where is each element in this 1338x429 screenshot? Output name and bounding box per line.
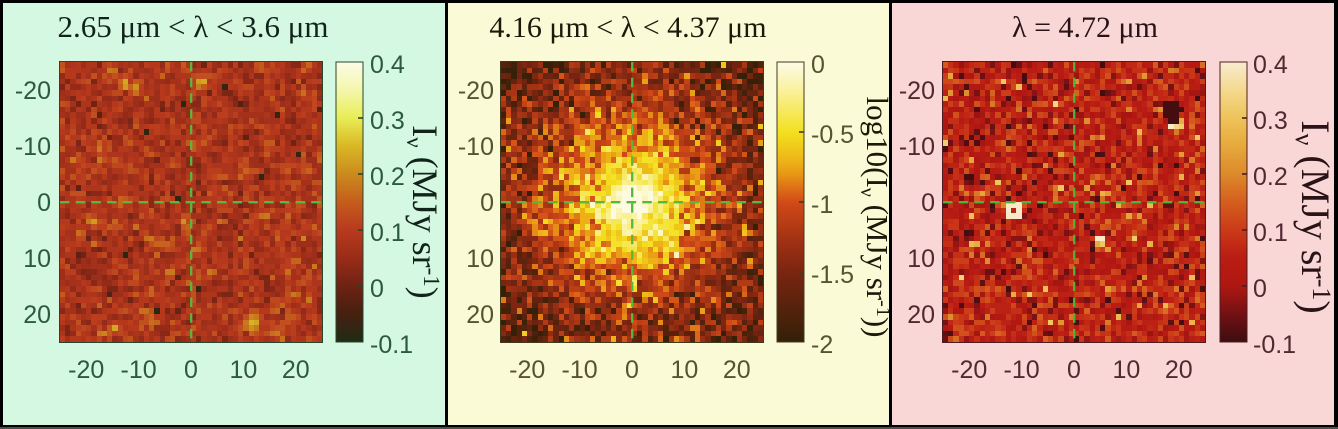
svg-text:10: 10	[23, 245, 51, 273]
svg-text:-1.5: -1.5	[811, 261, 854, 289]
svg-text:Iν (MJy sr-1): Iν (MJy sr-1)	[1290, 120, 1334, 313]
svg-text:0.2: 0.2	[370, 163, 405, 191]
svg-text:0.4: 0.4	[1253, 51, 1288, 79]
svg-text:20: 20	[282, 356, 310, 384]
svg-text:4.16 μm < λ < 4.37 μm: 4.16 μm < λ < 4.37 μm	[489, 11, 766, 44]
svg-text:10: 10	[907, 245, 935, 273]
svg-text:0.3: 0.3	[370, 107, 405, 135]
svg-text:-1: -1	[811, 191, 833, 219]
svg-text:-0.1: -0.1	[1253, 331, 1296, 359]
svg-text:λ = 4.72 μm: λ = 4.72 μm	[1012, 11, 1158, 44]
svg-text:-0.5: -0.5	[811, 121, 854, 149]
svg-text:20: 20	[1165, 356, 1193, 384]
svg-text:0.3: 0.3	[1253, 107, 1288, 135]
svg-text:10: 10	[1112, 356, 1140, 384]
svg-text:20: 20	[723, 356, 751, 384]
svg-text:0: 0	[184, 356, 198, 384]
svg-text:-20: -20	[15, 77, 51, 105]
svg-text:-20: -20	[458, 77, 494, 105]
svg-text:0.2: 0.2	[1253, 163, 1288, 191]
svg-text:-20: -20	[899, 77, 935, 105]
svg-text:Iν (MJy sr-1): Iν (MJy sr-1)	[402, 125, 445, 299]
svg-text:-10: -10	[15, 133, 51, 161]
svg-text:0: 0	[370, 275, 384, 303]
svg-text:-10: -10	[121, 356, 157, 384]
svg-text:20: 20	[23, 301, 51, 329]
svg-text:-20: -20	[509, 356, 545, 384]
svg-text:0: 0	[625, 356, 639, 384]
svg-text:2.65 μm < λ < 3.6 μm: 2.65 μm < λ < 3.6 μm	[58, 9, 329, 44]
svg-text:10: 10	[229, 356, 257, 384]
svg-text:-2: -2	[811, 331, 833, 359]
svg-text:0.1: 0.1	[1253, 219, 1288, 247]
svg-text:0.1: 0.1	[370, 219, 405, 247]
svg-text:-0.1: -0.1	[370, 331, 413, 359]
svg-text:-20: -20	[68, 356, 104, 384]
svg-text:-10: -10	[899, 133, 935, 161]
svg-text:0: 0	[811, 51, 825, 79]
svg-text:-10: -10	[562, 356, 598, 384]
svg-text:0: 0	[480, 189, 494, 217]
svg-text:0: 0	[1253, 275, 1267, 303]
svg-text:-10: -10	[1004, 356, 1040, 384]
svg-text:20: 20	[466, 301, 494, 329]
svg-text:-20: -20	[951, 356, 987, 384]
svg-text:0.4: 0.4	[370, 51, 405, 79]
svg-text:0: 0	[37, 189, 51, 217]
svg-text:0: 0	[921, 189, 935, 217]
svg-text:log10(Iν (MJy sr-1)): log10(Iν (MJy sr-1))	[856, 97, 889, 338]
svg-text:-10: -10	[458, 133, 494, 161]
svg-text:0: 0	[1067, 356, 1081, 384]
svg-text:20: 20	[907, 301, 935, 329]
svg-text:10: 10	[466, 245, 494, 273]
svg-text:10: 10	[670, 356, 698, 384]
